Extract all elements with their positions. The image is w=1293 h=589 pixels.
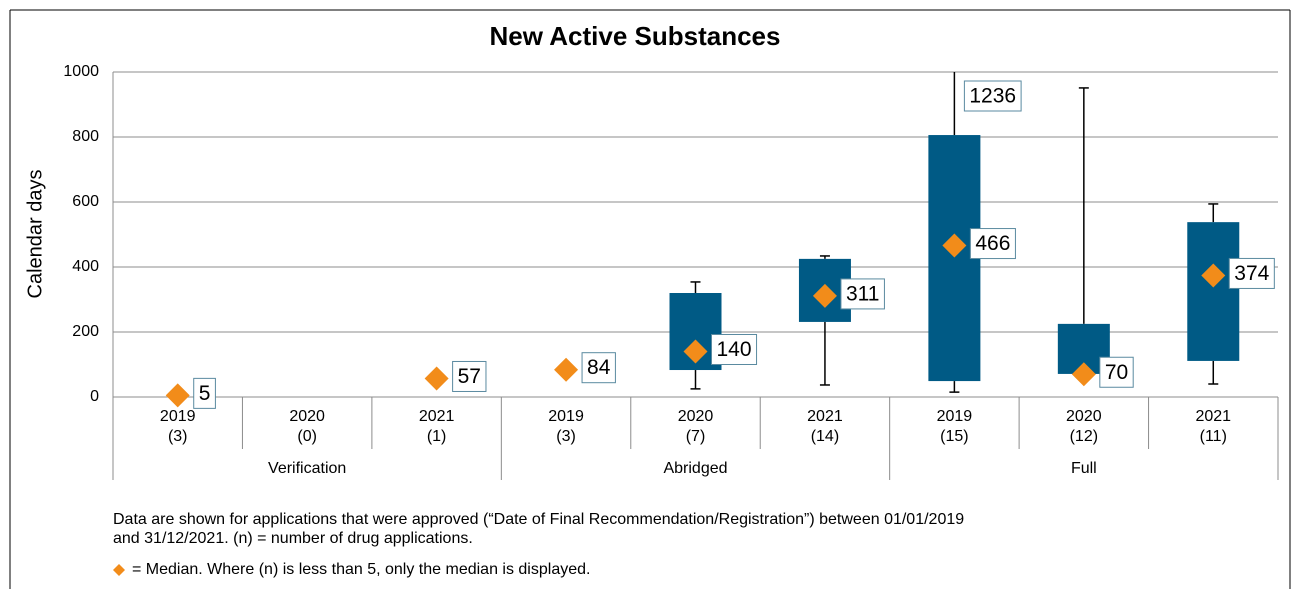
x-tick-label: 2019 <box>548 408 584 425</box>
median-marker <box>165 383 190 408</box>
group-label: Full <box>1071 460 1097 477</box>
count-label: (0) <box>297 428 317 445</box>
note: Data are shown for applications that wer… <box>113 511 964 528</box>
x-tick-label: 2019 <box>160 408 196 425</box>
value-label-box <box>581 352 616 384</box>
x-tick-label: 2020 <box>1066 408 1102 425</box>
x-tick-label: 2019 <box>937 408 973 425</box>
value-label: 466 <box>975 232 1010 255</box>
group-label: Verification <box>268 460 346 477</box>
note: and 31/12/2021. (n) = number of drug app… <box>113 530 473 547</box>
value-label: 70 <box>1105 361 1128 384</box>
value-label: 57 <box>458 365 481 388</box>
value-label-box <box>193 377 216 409</box>
y-tick-label: 200 <box>72 323 99 340</box>
y-axis-label: Calendar days <box>24 170 46 299</box>
y-tick-label: 0 <box>90 388 99 405</box>
median-marker <box>424 366 449 391</box>
count-label: (12) <box>1070 428 1098 445</box>
value-label: 1236 <box>969 85 1016 108</box>
value-label: 5 <box>199 382 211 405</box>
value-label: 140 <box>717 338 752 361</box>
value-label-box <box>963 80 1022 112</box>
count-label: (7) <box>686 428 706 445</box>
value-label: 84 <box>587 356 611 379</box>
x-tick-label: 2021 <box>419 408 455 425</box>
x-tick-label: 2020 <box>678 408 714 425</box>
legend-note: = Median. Where (n) is less than 5, only… <box>132 561 590 578</box>
y-tick-label: 800 <box>72 128 99 145</box>
count-label: (11) <box>1200 428 1227 445</box>
value-label-box <box>452 360 487 392</box>
value-label-box <box>1099 356 1134 388</box>
count-label: (3) <box>168 428 188 445</box>
value-label-box <box>969 228 1016 260</box>
group-label: Abridged <box>663 460 727 477</box>
y-tick-label: 400 <box>72 258 99 275</box>
y-tick-label: 1000 <box>63 63 99 80</box>
chart-title: New Active Substances <box>490 21 781 51</box>
count-label: (15) <box>940 428 968 445</box>
median-marker <box>1201 263 1226 288</box>
x-tick-label: 2021 <box>1195 408 1231 425</box>
x-tick-label: 2021 <box>807 408 843 425</box>
legend-marker <box>113 564 125 576</box>
value-label: 374 <box>1234 262 1269 285</box>
box <box>1187 222 1240 361</box>
x-tick-label: 2020 <box>289 408 325 425</box>
value-label-box <box>711 334 758 365</box>
y-tick-label: 600 <box>72 193 99 210</box>
count-label: (14) <box>811 428 839 445</box>
count-label: (1) <box>427 428 447 445</box>
count-label: (3) <box>556 428 576 445</box>
value-label-box <box>840 278 885 310</box>
median-marker <box>942 233 967 258</box>
median-marker <box>1071 362 1096 387</box>
median-marker <box>812 283 837 308</box>
median-marker <box>683 339 708 364</box>
value-label: 311 <box>846 282 879 305</box>
value-label-box <box>1228 257 1275 289</box>
median-marker <box>554 357 579 382</box>
